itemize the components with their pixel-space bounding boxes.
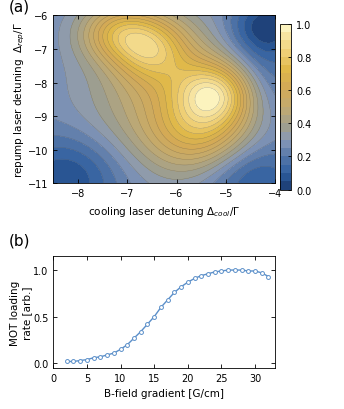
X-axis label: B-field gradient [G/cm]: B-field gradient [G/cm] [104, 389, 224, 398]
Text: (a): (a) [9, 0, 30, 15]
Text: (b): (b) [9, 233, 30, 247]
X-axis label: cooling laser detuning $\Delta_{cool}/\Gamma$: cooling laser detuning $\Delta_{cool}/\G… [88, 204, 240, 218]
Y-axis label: MOT loading
rate [arb.]: MOT loading rate [arb.] [10, 280, 32, 345]
Y-axis label: repump laser detuning  $\Delta_{rep}/\Gamma$: repump laser detuning $\Delta_{rep}/\Gam… [12, 22, 27, 178]
